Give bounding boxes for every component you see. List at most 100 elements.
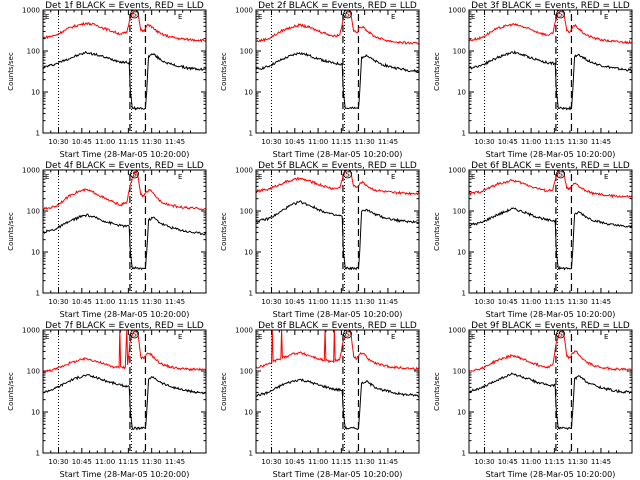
annotation-e-left: E — [471, 333, 475, 341]
x-tick-label: 11:45 — [591, 458, 611, 466]
x-tick-label: 10:45 — [498, 138, 518, 146]
y-tick-label: 1000 — [235, 7, 253, 15]
y-axis-label: Counts/sec — [433, 212, 441, 251]
plot-frame — [42, 329, 207, 454]
lld-series-line — [469, 170, 632, 199]
chart-title: Det 8f BLACK = Events, RED = LLD — [258, 321, 417, 331]
x-tick-label: 11:00 — [95, 138, 115, 146]
lld-series-line — [256, 330, 419, 371]
y-tick-label: 100 — [453, 48, 466, 56]
y-tick-label: 1000 — [22, 167, 40, 175]
x-tick-label: 10:45 — [498, 298, 518, 306]
y-tick-label: 1 — [462, 130, 466, 138]
x-tick-label: 11:45 — [165, 298, 185, 306]
y-axis-label: Counts/sec — [7, 52, 15, 91]
x-tick-label: 11:30 — [355, 458, 375, 466]
chart-title: Det 9f BLACK = Events, RED = LLD — [471, 321, 630, 331]
chart-panel-8: Det 8f BLACK = Events, RED = LLD Counts/s… — [220, 321, 420, 479]
annotation-s: S — [345, 331, 350, 339]
events-series-line — [469, 372, 632, 431]
x-axis-label: Start Time (28-Mar-05 10:20:00) — [60, 310, 190, 319]
x-tick-label: 11:30 — [142, 298, 162, 306]
x-axis-label: Start Time (28-Mar-05 10:20:00) — [273, 310, 403, 319]
lld-series-line — [469, 330, 632, 372]
y-tick-label: 100 — [240, 368, 253, 376]
x-tick-label: 10:30 — [48, 458, 68, 466]
y-tick-label: 1000 — [22, 7, 40, 15]
x-tick-label: 10:30 — [474, 458, 494, 466]
annotation-e-right: E — [178, 13, 182, 21]
y-axis-label: Counts/sec — [220, 52, 228, 91]
x-tick-label: 11:00 — [95, 458, 115, 466]
chart-panel-4: Det 4f BLACK = Events, RED = LLD Counts/s… — [7, 161, 207, 319]
y-axis-label: Counts/sec — [7, 372, 15, 411]
annotation-e-right: E — [604, 333, 608, 341]
chart-title: Det 4f BLACK = Events, RED = LLD — [45, 161, 204, 171]
events-series-line — [43, 374, 206, 431]
annotation-e-right: E — [391, 333, 395, 341]
events-series-line — [256, 378, 419, 431]
y-tick-label: 1 — [36, 130, 40, 138]
x-tick-label: 11:30 — [355, 298, 375, 306]
annotation-e-left: E — [258, 13, 262, 21]
events-series-line — [469, 50, 632, 111]
y-tick-label: 1000 — [448, 167, 466, 175]
chart-title: Det 7f BLACK = Events, RED = LLD — [45, 321, 204, 331]
chart-title: Det 3f BLACK = Events, RED = LLD — [471, 1, 630, 11]
annotation-e-left: E — [258, 333, 262, 341]
y-tick-label: 10 — [244, 89, 253, 97]
events-series-line — [43, 213, 206, 271]
annotation-s: S — [345, 11, 350, 19]
lld-series-line — [43, 170, 206, 211]
annotation-e-right: E — [178, 333, 182, 341]
x-tick-label: 11:30 — [142, 138, 162, 146]
chart-title: Det 5f BLACK = Events, RED = LLD — [258, 161, 417, 171]
y-tick-label: 10 — [31, 249, 40, 257]
x-tick-label: 10:45 — [72, 458, 92, 466]
y-tick-label: 100 — [27, 208, 40, 216]
lld-series-line — [43, 330, 206, 374]
chart-title: Det 1f BLACK = Events, RED = LLD — [45, 1, 204, 11]
y-tick-label: 100 — [453, 368, 466, 376]
annotation-s: S — [132, 331, 137, 339]
x-tick-label: 11:45 — [378, 138, 398, 146]
x-tick-label: 11:45 — [591, 298, 611, 306]
annotation-e-left: E — [45, 333, 49, 341]
y-tick-label: 1000 — [448, 7, 466, 15]
plot-frame — [468, 329, 633, 454]
y-tick-label: 1 — [249, 130, 253, 138]
annotation-e-left: E — [45, 173, 49, 181]
y-tick-label: 10 — [457, 89, 466, 97]
x-tick-label: 10:45 — [285, 298, 305, 306]
x-tick-label: 10:45 — [285, 138, 305, 146]
plot-frame — [42, 169, 207, 294]
y-tick-label: 1 — [36, 290, 40, 298]
chart-panel-1: Det 1f BLACK = Events, RED = LLD Counts/s… — [7, 1, 207, 159]
annotation-e-left: E — [45, 13, 49, 21]
x-tick-label: 10:45 — [72, 138, 92, 146]
lld-series-line — [256, 170, 419, 196]
plot-frame — [255, 329, 420, 454]
y-tick-label: 1000 — [235, 327, 253, 335]
x-tick-label: 11:45 — [378, 298, 398, 306]
annotation-e-right: E — [391, 13, 395, 21]
x-tick-label: 10:30 — [261, 458, 281, 466]
plot-frame — [255, 9, 420, 134]
annotation-e-left: E — [471, 173, 475, 181]
y-tick-label: 1000 — [235, 167, 253, 175]
x-tick-label: 11:00 — [521, 298, 541, 306]
y-tick-label: 1 — [462, 450, 466, 458]
events-series-line — [43, 50, 206, 111]
x-tick-label: 10:45 — [498, 458, 518, 466]
x-axis-label: Start Time (28-Mar-05 10:20:00) — [486, 470, 616, 479]
x-tick-label: 11:45 — [165, 138, 185, 146]
x-tick-label: 11:15 — [118, 458, 138, 466]
x-tick-label: 11:00 — [521, 458, 541, 466]
chart-panel-7: Det 7f BLACK = Events, RED = LLD Counts/s… — [7, 321, 207, 479]
lld-series-line — [256, 10, 419, 45]
annotation-s: S — [132, 11, 137, 19]
events-series-line — [256, 51, 419, 110]
x-tick-label: 11:30 — [568, 298, 588, 306]
x-tick-label: 11:00 — [308, 138, 328, 146]
